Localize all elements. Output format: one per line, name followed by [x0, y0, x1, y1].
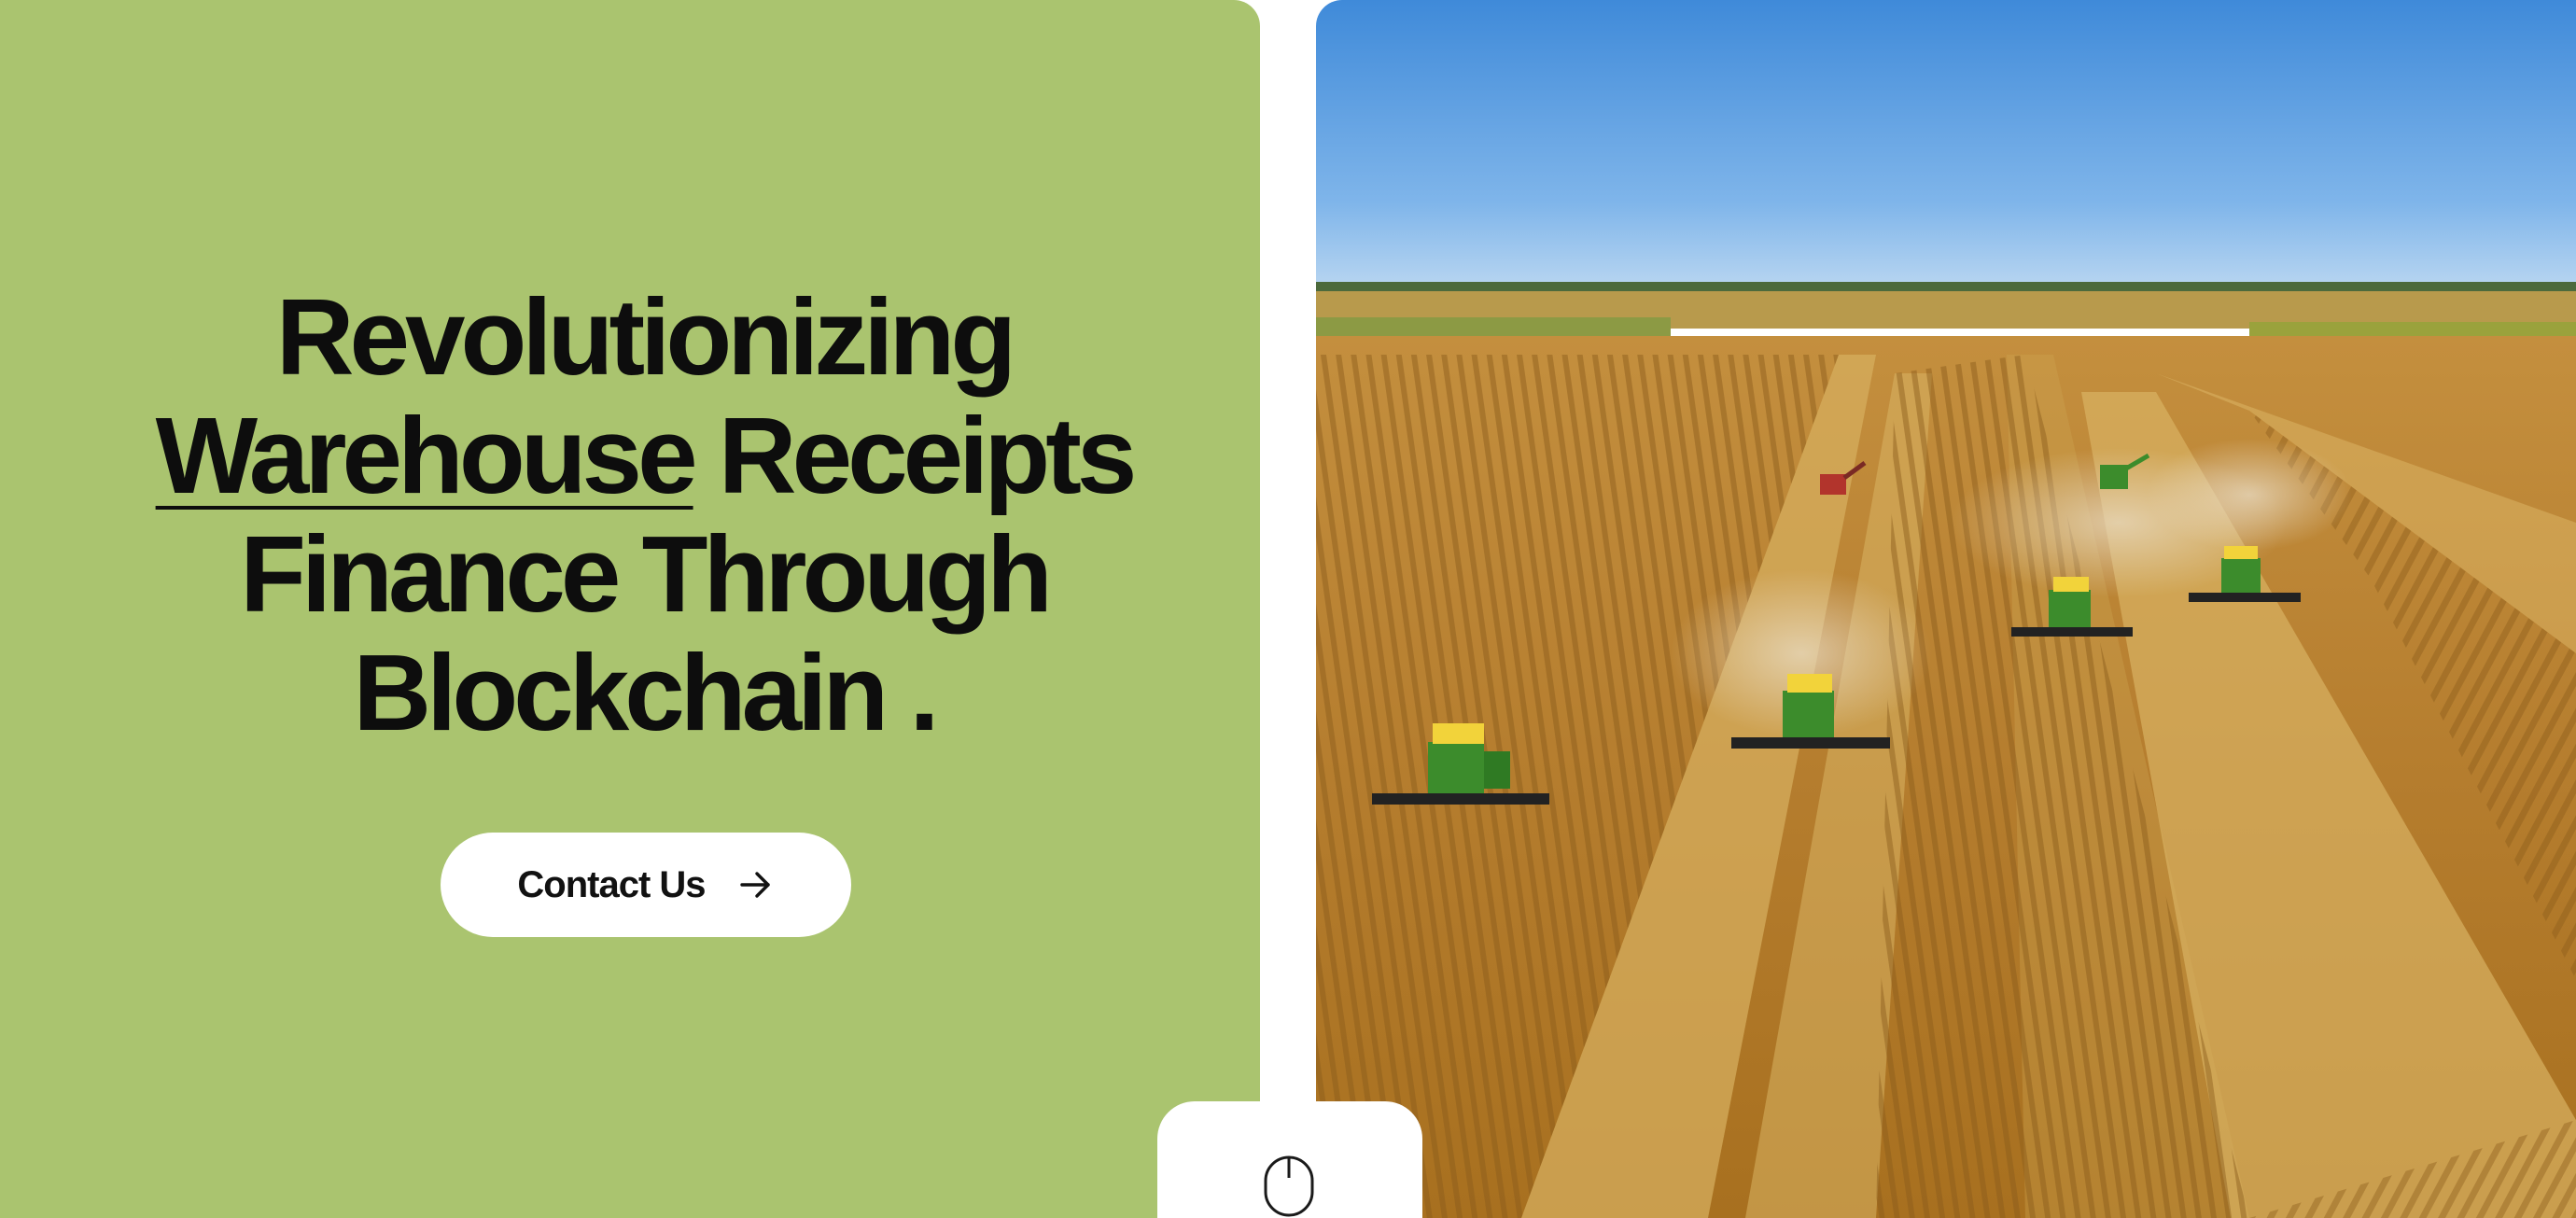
contact-us-label: Contact Us — [517, 863, 706, 905]
headline-line-2-rest: Receipts — [693, 395, 1138, 516]
combine-2 — [1731, 674, 1890, 749]
mouse-icon[interactable] — [1264, 1155, 1314, 1217]
contact-us-button[interactable]: Contact Us — [441, 833, 851, 937]
combine-1 — [1372, 723, 1549, 805]
headline-line-4: Blockchain . — [353, 632, 939, 753]
combine-4 — [2189, 546, 2301, 602]
red-truck — [1820, 460, 1867, 495]
combine-3 — [2011, 577, 2133, 637]
headline-line-3: Finance Through — [240, 513, 1053, 635]
harvest-photo — [1316, 0, 2576, 1218]
harvest-illustration — [1316, 0, 2576, 1218]
headline-line-1: Revolutionizing — [275, 276, 1017, 398]
combine-5 — [2100, 453, 2150, 489]
headline-underlined-word: Warehouse — [155, 395, 698, 516]
hero-headline: Revolutionizing Warehouse Receipts Finan… — [56, 278, 1232, 752]
arrow-right-icon — [739, 872, 770, 898]
headline-line-2: Warehouse Receipts — [56, 397, 1232, 515]
hero-panel: Revolutionizing Warehouse Receipts Finan… — [0, 0, 1260, 1218]
